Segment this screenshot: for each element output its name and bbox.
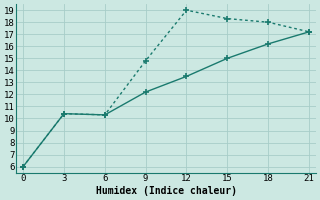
X-axis label: Humidex (Indice chaleur): Humidex (Indice chaleur) — [96, 186, 236, 196]
